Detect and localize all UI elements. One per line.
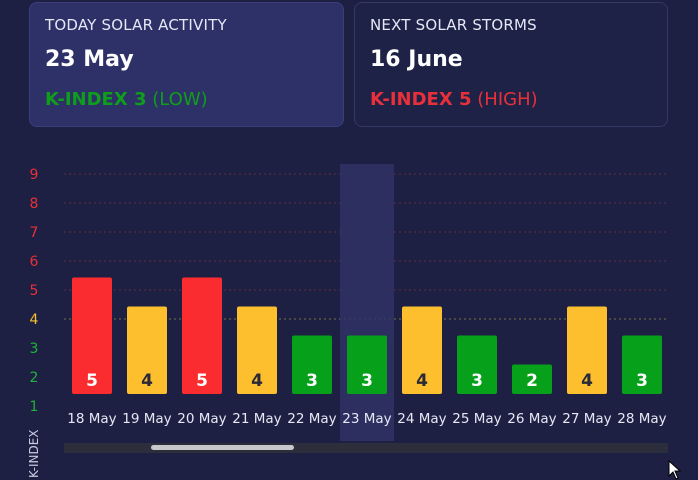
mouse-pointer-icon xyxy=(668,460,682,480)
bar[interactable] xyxy=(292,335,332,395)
bar-value-label: 3 xyxy=(471,371,483,391)
bar[interactable] xyxy=(402,306,442,395)
next-solar-storms-card: NEXT SOLAR STORMS 16 June K-INDEX 5 (HIG… xyxy=(354,2,668,127)
y-tick-label: 2 xyxy=(30,370,39,386)
x-tick-label: 18 May xyxy=(67,411,116,427)
next-kindex-level: (HIGH) xyxy=(477,89,538,110)
y-axis-label: K-INDEX xyxy=(27,430,41,479)
x-tick-label: 27 May xyxy=(562,411,611,427)
bar-value-label: 3 xyxy=(361,371,373,391)
bar-value-label: 5 xyxy=(196,371,208,391)
bar[interactable] xyxy=(567,306,607,395)
kindex-bar-chart: 1 2 3 4 5 6 7 8 9 5 4 5 4 3 3 4 3 2 4 3 18 May 19 May 20 May… xyxy=(27,164,668,479)
bar-value-label: 4 xyxy=(141,371,153,391)
bar[interactable] xyxy=(512,364,552,395)
today-solar-activity-card: TODAY SOLAR ACTIVITY 23 May K-INDEX 3 (L… xyxy=(29,2,344,127)
bar-value-label: 3 xyxy=(636,371,648,391)
bar-value-label: 4 xyxy=(251,371,263,391)
y-tick-label: 9 xyxy=(30,167,39,183)
scrollbar-track[interactable] xyxy=(64,443,668,453)
bar-value-label: 4 xyxy=(581,371,593,391)
bar[interactable] xyxy=(182,277,222,395)
bar-value-label: 4 xyxy=(416,371,428,391)
bar[interactable] xyxy=(622,335,662,395)
bar[interactable] xyxy=(237,306,277,395)
y-tick-label: 1 xyxy=(30,399,39,415)
x-tick-label: 23 May xyxy=(342,411,391,427)
y-tick-label: 6 xyxy=(30,254,39,270)
next-date: 16 June xyxy=(370,47,463,72)
x-tick-label: 25 May xyxy=(452,411,501,427)
x-tick-label: 19 May xyxy=(122,411,171,427)
next-kindex: K-INDEX 5 (HIGH) xyxy=(370,89,652,110)
scrollbar-thumb[interactable] xyxy=(151,445,294,450)
chart-y-ticks: 1 2 3 4 5 6 7 8 9 xyxy=(30,167,39,415)
today-kindex-level: (LOW) xyxy=(152,89,208,110)
y-tick-label: 4 xyxy=(30,312,39,328)
x-tick-label: 26 May xyxy=(507,411,556,427)
today-date: 23 May xyxy=(45,47,134,72)
x-tick-label: 28 May xyxy=(617,411,666,427)
today-kindex-value: K-INDEX 3 xyxy=(45,89,147,110)
bar-value-label: 3 xyxy=(306,371,318,391)
y-tick-label: 5 xyxy=(30,283,39,299)
today-card-label: TODAY SOLAR ACTIVITY xyxy=(45,16,227,34)
bar-value-label: 5 xyxy=(86,371,98,391)
bar[interactable] xyxy=(457,335,497,395)
y-tick-label: 3 xyxy=(30,341,39,357)
x-tick-label: 24 May xyxy=(397,411,446,427)
highlight-column xyxy=(340,164,394,441)
bar[interactable] xyxy=(347,335,387,395)
chart-highlight xyxy=(340,164,394,441)
y-tick-label: 7 xyxy=(30,225,39,241)
x-tick-label: 22 May xyxy=(287,411,336,427)
bar-value-label: 2 xyxy=(526,371,538,391)
x-tick-label: 21 May xyxy=(232,411,281,427)
bar[interactable] xyxy=(127,306,167,395)
chart-bars: 5 4 5 4 3 3 4 3 2 4 3 xyxy=(72,277,662,395)
today-kindex: K-INDEX 3 (LOW) xyxy=(45,89,328,110)
next-kindex-value: K-INDEX 5 xyxy=(370,89,472,110)
bar[interactable] xyxy=(72,277,112,395)
x-tick-label: 20 May xyxy=(177,411,226,427)
next-card-label: NEXT SOLAR STORMS xyxy=(370,16,537,34)
y-tick-label: 8 xyxy=(30,196,39,212)
chart-x-ticks: 18 May 19 May 20 May 21 May 22 May 23 May 24 M… xyxy=(67,411,666,427)
